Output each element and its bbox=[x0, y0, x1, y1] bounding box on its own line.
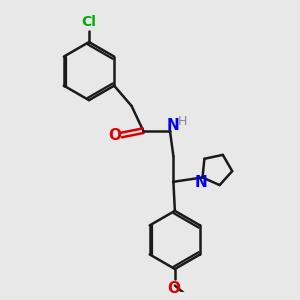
Text: O: O bbox=[109, 128, 122, 142]
Text: N: N bbox=[195, 175, 208, 190]
Text: O: O bbox=[167, 281, 180, 296]
Text: H: H bbox=[177, 116, 187, 128]
Text: Cl: Cl bbox=[82, 15, 96, 29]
Text: N: N bbox=[167, 118, 180, 133]
